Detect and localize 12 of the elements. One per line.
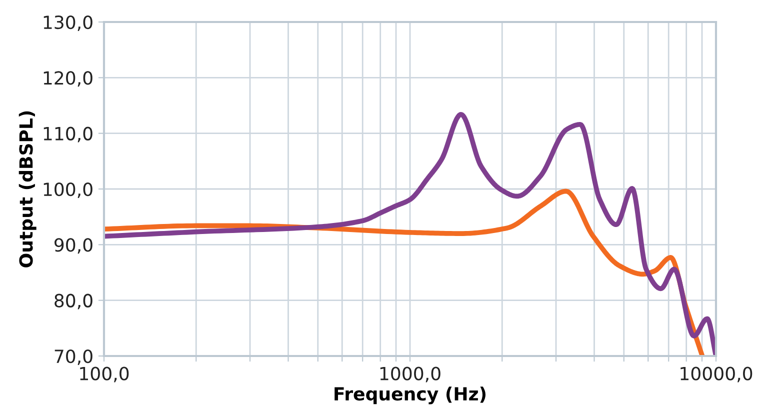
y-tick-label: 100,0: [44, 182, 92, 198]
y-tick-label: 120,0: [44, 71, 92, 87]
y-axis-title: Output (dBSPL): [18, 111, 36, 268]
y-tick-label: 130,0: [44, 15, 92, 31]
x-axis-title: Frequency (Hz): [334, 386, 486, 404]
x-tick-label: 10000,0: [680, 366, 752, 382]
y-tick-label: 110,0: [44, 126, 92, 142]
y-tick-label: 90,0: [54, 238, 92, 254]
y-tick-label: 70,0: [54, 349, 92, 365]
y-tick-label: 80,0: [54, 294, 92, 310]
x-tick-label: 1000,0: [380, 366, 440, 382]
x-tick-label: 100,0: [80, 366, 129, 382]
